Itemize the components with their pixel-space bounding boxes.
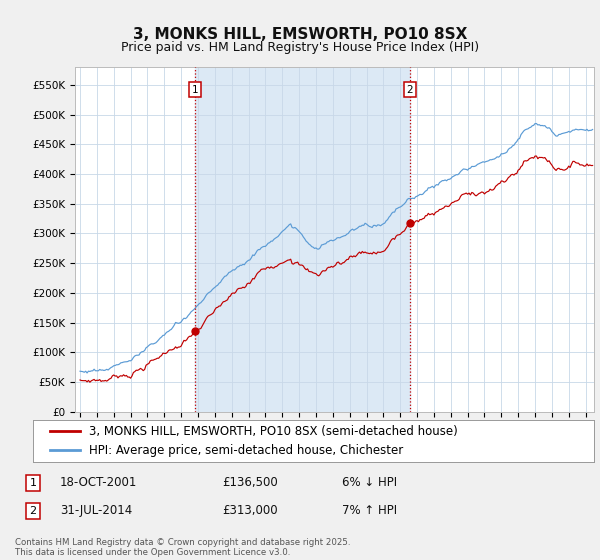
Text: Contains HM Land Registry data © Crown copyright and database right 2025.
This d: Contains HM Land Registry data © Crown c… [15, 538, 350, 557]
Text: £313,000: £313,000 [222, 504, 278, 517]
Text: 2: 2 [407, 85, 413, 95]
Text: 1: 1 [29, 478, 37, 488]
Text: 6% ↓ HPI: 6% ↓ HPI [342, 476, 397, 489]
Text: £136,500: £136,500 [222, 476, 278, 489]
Bar [194, 67, 410, 412]
Text: 2: 2 [29, 506, 37, 516]
Legend: 3, MONKS HILL, EMSWORTH, PO10 8SX (semi-detached house), HPI: Average price, sem: 3, MONKS HILL, EMSWORTH, PO10 8SX (semi-… [44, 419, 464, 463]
Text: 18-OCT-2001: 18-OCT-2001 [60, 476, 137, 489]
Text: 31-JUL-2014: 31-JUL-2014 [60, 504, 132, 517]
Text: 3, MONKS HILL, EMSWORTH, PO10 8SX: 3, MONKS HILL, EMSWORTH, PO10 8SX [133, 27, 467, 42]
Text: 7% ↑ HPI: 7% ↑ HPI [342, 504, 397, 517]
Text: Price paid vs. HM Land Registry's House Price Index (HPI): Price paid vs. HM Land Registry's House … [121, 41, 479, 54]
Text: 1: 1 [191, 85, 198, 95]
